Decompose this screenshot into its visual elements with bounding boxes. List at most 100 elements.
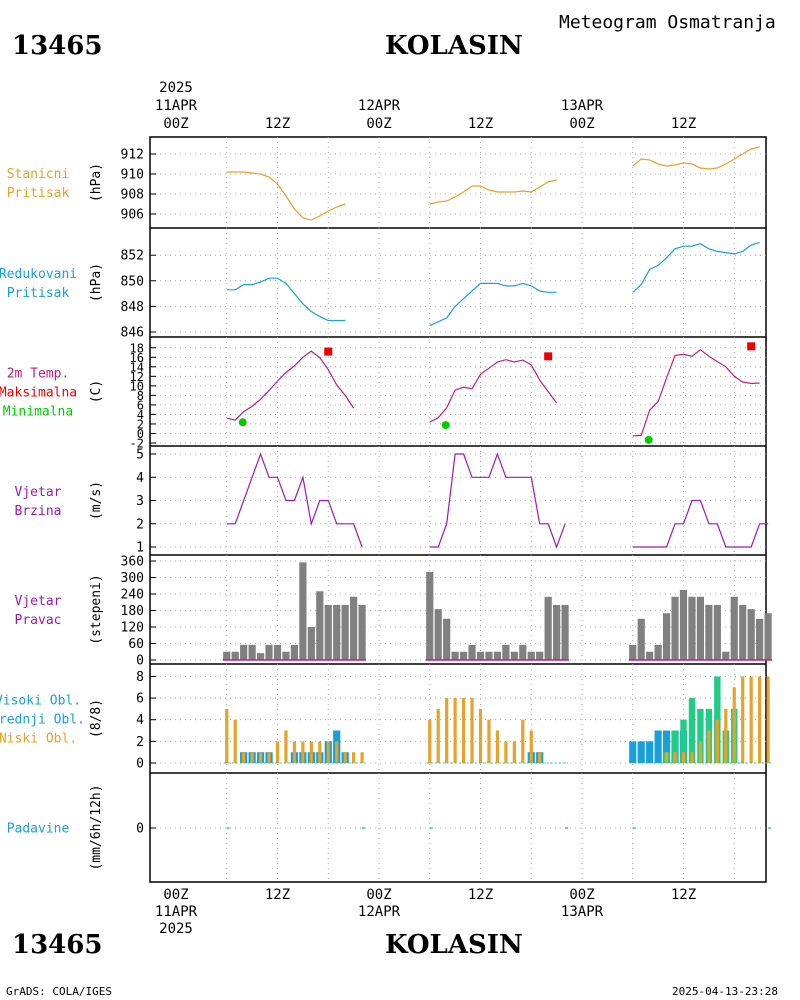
wind-direction-bar	[646, 651, 654, 660]
panel-label-p3: 2m Temp.	[7, 367, 70, 382]
y-tick-label-p6: 8	[136, 670, 144, 685]
wind-direction-bar	[756, 618, 764, 660]
y-axis-unit-p3: (C)	[89, 380, 104, 403]
y-tick-label-p3: -2	[130, 437, 144, 451]
station-name-bottom: KOLASIN	[385, 930, 523, 960]
low-cloud-bar	[233, 719, 237, 763]
date-label-bottom: 11APR	[155, 904, 198, 920]
wind-direction-bar	[476, 651, 485, 660]
time-label-bottom: 12Z	[671, 887, 696, 903]
y-tick-label-p5: 240	[121, 588, 144, 603]
low-cloud-bar	[275, 741, 280, 763]
mid-cloud-bar	[637, 741, 645, 763]
wind-direction-bar	[637, 618, 645, 660]
wind-direction-bar	[671, 596, 679, 660]
panel-label-p1: Pritisak	[7, 186, 70, 201]
low-cloud-bar	[529, 730, 533, 763]
y-tick-label-p5: 300	[121, 571, 144, 586]
low-cloud-bar	[698, 741, 703, 763]
y-tick-label-p6: 4	[136, 713, 144, 728]
y-tick-label-p3: 10	[130, 379, 144, 393]
y-tick-label-p2: 852	[121, 249, 144, 264]
credit-text: GrADS: COLA/IGES	[6, 985, 112, 998]
wind-direction-bar	[510, 651, 518, 660]
time-label-bottom: 12Z	[468, 887, 493, 903]
low-cloud-bar	[258, 752, 263, 763]
y-tick-label-p1: 908	[121, 188, 144, 203]
product-title: Meteogram Osmatranja	[559, 12, 776, 33]
wind-direction-bar	[713, 605, 721, 660]
high-cloud-bar	[680, 719, 687, 763]
temperature-line-segment-0	[226, 350, 355, 421]
wind-direction-bar	[443, 618, 451, 660]
date-label-bottom: 13APR	[561, 904, 604, 920]
wind-direction-bar	[519, 644, 527, 660]
low-cloud-bar	[301, 741, 305, 763]
y-tick-label-p2: 850	[121, 274, 144, 289]
wind-direction-bar	[316, 591, 324, 660]
tmax-marker	[747, 342, 756, 351]
y-tick-label-p3: 2	[137, 417, 144, 431]
low-cloud-bar	[360, 752, 364, 763]
low-cloud-bar	[436, 708, 440, 763]
panel-label-p5: Pravac	[15, 613, 62, 628]
wind-direction-bar	[553, 605, 561, 660]
low-cloud-bar	[673, 752, 677, 763]
low-cloud-bar	[664, 752, 669, 763]
wind-direction-bar	[459, 651, 468, 660]
low-cloud-bar	[512, 741, 516, 763]
wind-speed-line-segment-0	[226, 452, 363, 548]
wind-direction-bar	[299, 562, 307, 660]
low-cloud-bar	[470, 698, 474, 763]
wind-direction-bar	[536, 651, 544, 660]
low-cloud-bar	[284, 730, 288, 763]
panel-label-p2: Redukovani	[0, 267, 77, 282]
wind-direction-bar	[273, 644, 282, 660]
y-tick-label-p4: 2	[136, 517, 144, 532]
wind-direction-bar	[290, 644, 299, 660]
wind-direction-bar	[265, 644, 273, 660]
panel-label-p5: Vjetar	[15, 594, 62, 609]
wind-direction-bar	[739, 605, 747, 660]
reduced-pressure-line-segment-0	[226, 277, 346, 322]
panel-label-p3: Minimalna	[3, 405, 73, 420]
wind-direction-bar	[502, 644, 510, 660]
reduced-pressure-line-segment-2	[632, 241, 760, 293]
y-axis-unit-p1: (hPa)	[89, 163, 104, 202]
mid-cloud-bar	[662, 730, 671, 763]
timestamp-text: 2025-04-13-23:28	[672, 985, 778, 998]
y-tick-label-p5: 180	[121, 604, 144, 619]
year-label-top: 2025	[159, 80, 193, 96]
time-label-top: 12Z	[671, 116, 696, 132]
panel-label-p6: Niski Obl.	[0, 732, 77, 747]
low-cloud-bar	[758, 676, 762, 763]
y-tick-label-p5: 60	[128, 637, 144, 652]
y-tick-label-p2: 848	[121, 300, 144, 315]
y-tick-label-p3: 6	[137, 398, 144, 412]
panel-label-p7: Padavine	[7, 822, 70, 837]
wind-direction-bar	[722, 651, 730, 660]
wind-direction-bar	[307, 627, 315, 660]
low-cloud-bar	[741, 676, 745, 763]
wind-direction-bar	[679, 589, 688, 660]
wind-direction-bar	[282, 651, 290, 660]
y-tick-label-p2: 846	[121, 326, 144, 341]
mid-cloud-bar	[654, 730, 662, 763]
y-tick-label-p4: 1	[136, 541, 144, 556]
wind-direction-bar	[764, 613, 772, 660]
date-label-top: 11APR	[155, 98, 198, 114]
reduced-pressure-line-segment-1	[429, 282, 557, 327]
wind-speed-line-segment-2	[632, 499, 769, 548]
wind-direction-bar	[730, 596, 738, 660]
y-tick-label-p4: 4	[136, 471, 144, 486]
y-tick-label-p3: 18	[130, 341, 144, 355]
low-cloud-bar	[445, 698, 449, 763]
tmin-marker	[238, 418, 247, 427]
y-tick-label-p4: 5	[136, 448, 144, 463]
wind-direction-bar	[527, 651, 535, 660]
station-pressure-line-segment-0	[226, 171, 346, 221]
mid-cloud-bar	[646, 741, 654, 763]
low-cloud-bar	[309, 741, 313, 763]
date-label-top: 13APR	[561, 98, 604, 114]
time-label-bottom: 00Z	[366, 887, 391, 903]
